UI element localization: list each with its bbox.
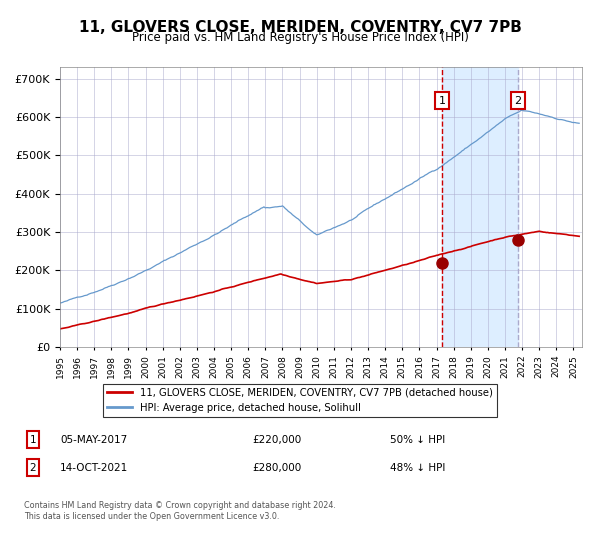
Text: 2: 2 (29, 463, 37, 473)
Text: 14-OCT-2021: 14-OCT-2021 (60, 463, 128, 473)
Text: Contains HM Land Registry data © Crown copyright and database right 2024.
This d: Contains HM Land Registry data © Crown c… (24, 501, 336, 521)
Text: 2: 2 (514, 96, 521, 106)
Text: 1: 1 (29, 435, 37, 445)
Text: £220,000: £220,000 (252, 435, 301, 445)
Text: £280,000: £280,000 (252, 463, 301, 473)
Text: 50% ↓ HPI: 50% ↓ HPI (390, 435, 445, 445)
Text: 48% ↓ HPI: 48% ↓ HPI (390, 463, 445, 473)
Text: 1: 1 (439, 96, 446, 106)
Text: 05-MAY-2017: 05-MAY-2017 (60, 435, 127, 445)
Bar (442, 67, 518, 347)
Text: 11, GLOVERS CLOSE, MERIDEN, COVENTRY, CV7 7PB: 11, GLOVERS CLOSE, MERIDEN, COVENTRY, CV… (79, 20, 521, 35)
Text: Price paid vs. HM Land Registry's House Price Index (HPI): Price paid vs. HM Land Registry's House … (131, 31, 469, 44)
Legend: 11, GLOVERS CLOSE, MERIDEN, COVENTRY, CV7 7PB (detached house), HPI: Average pri: 11, GLOVERS CLOSE, MERIDEN, COVENTRY, CV… (103, 384, 497, 417)
